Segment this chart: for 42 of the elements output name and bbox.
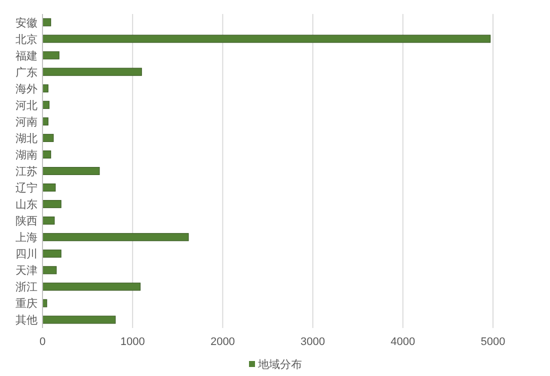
y-tick-label: 福建 [16,49,38,62]
bar [42,134,54,142]
x-tick-label: 1000 [120,336,145,348]
x-tick-label: 5000 [480,336,506,348]
bar [42,51,60,60]
bar [42,68,142,76]
y-tick-label: 辽宁 [16,182,38,195]
bar [42,216,55,225]
bar [42,282,141,291]
x-tick-label: 0 [39,336,46,348]
bar [42,316,116,324]
bar [42,200,62,208]
bar [42,166,100,176]
y-tick-label: 湖南 [16,148,38,162]
y-tick-label: 其他 [16,314,38,327]
bar [42,233,189,242]
x-tick-label: 3000 [300,336,326,348]
y-tick-label: 上海 [16,231,38,244]
bar [42,34,491,43]
y-tick-label: 广东 [16,66,38,79]
y-tick-label: 四川 [16,248,38,261]
y-tick-label: 浙江 [16,280,38,294]
y-tick-label: 湖北 [16,132,38,145]
y-tick-label: 江苏 [16,165,38,178]
y-tick-label: 山东 [16,198,38,212]
x-tick-label: 4000 [390,336,416,348]
bar [42,266,57,274]
y-tick-label: 重庆 [16,297,38,310]
bar [42,150,52,158]
y-tick-label: 天津 [16,264,38,278]
bar [42,18,52,26]
y-tick-label: 北京 [16,32,38,46]
bar [42,100,50,109]
legend-label: 地域分布 [257,358,302,371]
bar [42,250,62,258]
y-tick-label: 安徽 [16,16,38,30]
x-tick-label: 2000 [210,336,235,348]
y-tick-label: 海外 [16,83,38,96]
y-tick-label: 河南 [16,115,38,128]
y-tick-label: 陕西 [16,216,38,228]
y-tick-label: 河北 [16,98,38,112]
bar [42,184,56,192]
